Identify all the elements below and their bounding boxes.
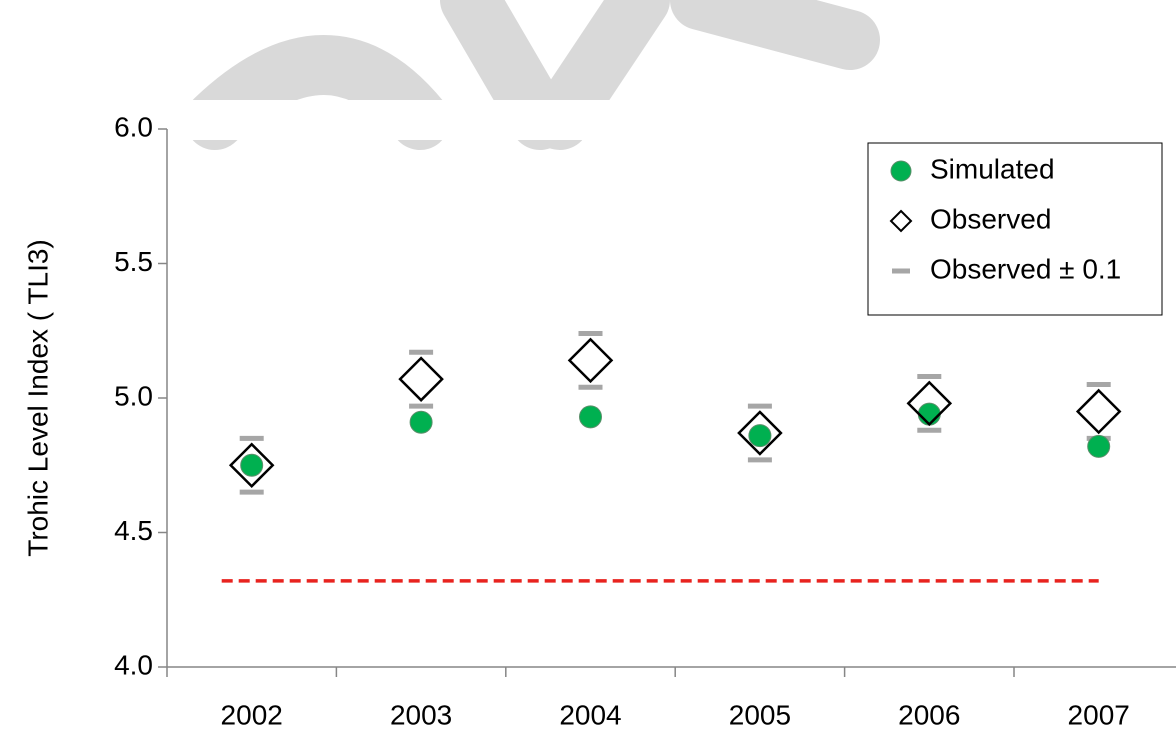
- point-diamond: [906, 380, 953, 427]
- legend-marker: [889, 209, 913, 233]
- y-axis-label: Trohic Level Index ( TLI3): [22, 239, 53, 556]
- legend-label: Observed ± 0.1: [930, 253, 1121, 284]
- point-circle: [917, 402, 941, 426]
- legend-marker: [890, 160, 912, 182]
- legend-box: [867, 142, 1163, 316]
- point-diamond: [228, 442, 275, 489]
- legend-label: Observed: [930, 203, 1051, 234]
- y-tick-label: 5.5: [114, 246, 153, 277]
- watermark-arc: [185, 35, 450, 150]
- y-tick-label: 4.5: [114, 515, 153, 546]
- x-tick-label: 2007: [1068, 699, 1130, 730]
- point-circle: [409, 410, 433, 434]
- point-diamond: [737, 410, 783, 456]
- point-diamond: [398, 356, 444, 402]
- point-diamond: [1075, 388, 1122, 435]
- point-circle: [240, 453, 264, 477]
- y-tick-label: 4.0: [114, 649, 153, 680]
- point-circle: [579, 405, 602, 429]
- watermark-mask: [0, 100, 1176, 140]
- point-circle: [748, 424, 772, 448]
- x-tick-label: 2005: [729, 699, 791, 730]
- point-diamond: [567, 337, 614, 384]
- point-circle: [1087, 434, 1111, 458]
- x-tick-label: 2003: [390, 699, 452, 730]
- y-tick-label: 6.0: [114, 111, 153, 142]
- legend-label: Simulated: [930, 153, 1055, 184]
- x-tick-label: 2006: [898, 699, 960, 730]
- x-tick-label: 2004: [559, 699, 621, 730]
- y-tick-label: 5.0: [114, 380, 153, 411]
- x-tick-label: 2002: [221, 699, 283, 730]
